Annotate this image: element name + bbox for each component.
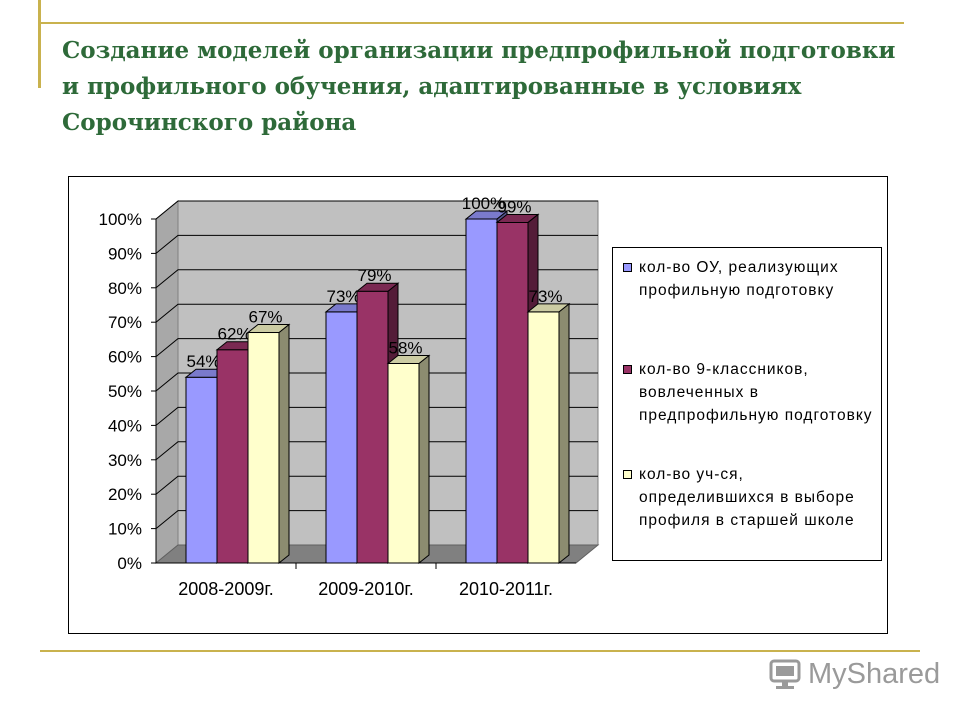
y-tick-label: 100% bbox=[99, 210, 142, 229]
bar-front bbox=[216, 349, 249, 564]
bar-front bbox=[465, 218, 498, 564]
bar-front bbox=[247, 332, 280, 564]
bar-top bbox=[464, 210, 509, 220]
gridline bbox=[155, 406, 598, 426]
gridline bbox=[155, 269, 598, 289]
legend-item-3: кол-во уч-ся, определившихся в выборе пр… bbox=[623, 463, 878, 532]
bar-top bbox=[386, 354, 431, 364]
y-tick-label: 70% bbox=[108, 313, 142, 332]
gridline bbox=[155, 303, 598, 323]
bar-top bbox=[246, 324, 291, 334]
y-tick-label: 30% bbox=[108, 451, 142, 470]
data-label: 58% bbox=[388, 338, 422, 357]
myshared-logo: MyShared bbox=[768, 656, 941, 696]
bar-front bbox=[356, 290, 389, 564]
legend-label-3: кол-во уч-ся, определившихся в выборе пр… bbox=[639, 466, 855, 529]
bar-front bbox=[387, 362, 420, 564]
gridline bbox=[155, 234, 598, 254]
data-label: 99% bbox=[497, 197, 531, 216]
y-tick-label: 90% bbox=[108, 244, 142, 263]
legend-swatch-1 bbox=[623, 263, 632, 272]
slide-title: Создание моделей организации предпрофиль… bbox=[62, 37, 896, 136]
x-tick-label: 2010-2011г. bbox=[459, 579, 553, 599]
decor-bottom-line bbox=[40, 650, 920, 652]
logo-text: MyShared bbox=[808, 658, 941, 690]
legend-item-2: кол-во 9-классников, вовлеченных в предп… bbox=[623, 358, 878, 427]
bar-front bbox=[527, 311, 560, 564]
data-label: 67% bbox=[248, 308, 282, 327]
legend-label-2: кол-во 9-классников, вовлеченных в предп… bbox=[639, 361, 873, 424]
gridline bbox=[155, 372, 598, 392]
bar-front bbox=[496, 221, 529, 564]
legend-label-1: кол-во ОУ, реализующих профильную подгот… bbox=[639, 259, 839, 299]
data-label: 73% bbox=[326, 287, 360, 306]
data-label: 54% bbox=[186, 352, 220, 371]
decor-vertical-line bbox=[38, 0, 41, 88]
gridline bbox=[155, 200, 598, 220]
bar-side bbox=[278, 323, 290, 565]
decor-top-line bbox=[38, 22, 904, 24]
bar-top bbox=[526, 303, 571, 313]
y-tick-label: 20% bbox=[108, 485, 142, 504]
x-tick-label: 2009-2010г. bbox=[318, 579, 413, 599]
data-label: 100% bbox=[462, 194, 505, 213]
x-tick-label: 2008-2009г. bbox=[178, 579, 273, 599]
y-tick-label: 40% bbox=[108, 416, 142, 435]
y-tick-label: 0% bbox=[117, 554, 142, 573]
gridline bbox=[155, 475, 598, 495]
legend-swatch-2 bbox=[623, 365, 632, 374]
data-label: 73% bbox=[528, 287, 562, 306]
chart-legend: кол-во ОУ, реализующих профильную подгот… bbox=[612, 247, 882, 561]
y-tick-label: 10% bbox=[108, 520, 142, 539]
bar-front bbox=[185, 376, 218, 564]
monitor-icon bbox=[769, 659, 801, 689]
y-tick-label: 60% bbox=[108, 348, 142, 367]
gridline bbox=[155, 510, 598, 529]
gridline bbox=[155, 441, 598, 461]
gridline bbox=[155, 338, 598, 357]
bar-top bbox=[495, 213, 540, 223]
data-label: 62% bbox=[217, 325, 251, 344]
bar-side bbox=[418, 354, 430, 565]
data-label: 79% bbox=[357, 266, 391, 285]
bar-front bbox=[325, 311, 358, 564]
y-tick-label: 80% bbox=[108, 279, 142, 298]
y-tick-label: 50% bbox=[108, 382, 142, 401]
bar-top bbox=[355, 282, 400, 292]
legend-item-1: кол-во ОУ, реализующих профильную подгот… bbox=[623, 256, 878, 302]
bar-chart: 0% 10% 20% 30% 40% 50% 60% 70% 80% 90% 100% 54% 62%6… bbox=[99, 194, 600, 599]
bar-side bbox=[558, 302, 570, 565]
legend-swatch-3 bbox=[623, 470, 632, 479]
